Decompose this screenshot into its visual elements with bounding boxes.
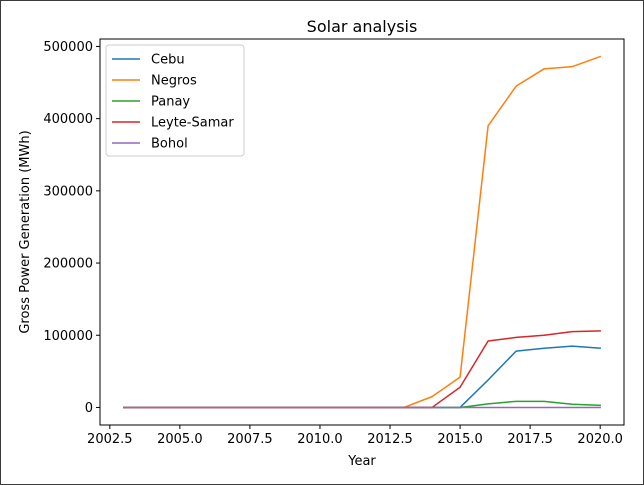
x-tick-label: 2005.0 (157, 432, 203, 447)
chart-title: Solar analysis (307, 17, 418, 36)
x-tick-label: 2002.5 (87, 432, 133, 447)
legend-box (105, 44, 245, 157)
legend-label: Panay (151, 95, 190, 110)
x-tick-label: 2020.0 (577, 432, 623, 447)
x-axis: 2002.5 2005.0 2007.5 2010.0 2012.5 2015.0 2017… (87, 425, 623, 447)
legend: Cebu Negros Panay Leyte-Samar Bohol (105, 44, 245, 157)
x-tick-label: 2012.5 (367, 432, 413, 447)
x-tick-label: 2010.0 (297, 432, 343, 447)
legend-label: Bohol (151, 137, 188, 152)
y-tick-label: 100000 (43, 329, 93, 344)
y-tick-label: 500000 (43, 40, 93, 55)
plot-lines (123, 55, 602, 409)
y-tick-label: 200000 (43, 257, 93, 272)
legend-label: Negros (151, 74, 197, 89)
y-axis-label: Gross Power Generation (MWh) (18, 130, 33, 333)
plot-frame (99, 38, 625, 426)
x-tick-label: 2015.0 (437, 432, 483, 447)
y-tick-label: 0 (85, 401, 93, 416)
series-line-leyte-samar (123, 330, 601, 409)
x-tick-label: 2007.5 (227, 432, 273, 447)
x-axis-label: Year (347, 454, 376, 469)
x-tick-label: 2017.5 (507, 432, 553, 447)
y-tick-label: 300000 (43, 184, 93, 199)
series-line-cebu (123, 345, 601, 409)
y-tick-label: 400000 (43, 112, 93, 127)
y-axis: 0 100000 200000 300000 400000 500000 (43, 40, 100, 416)
series-line-panay (123, 400, 601, 409)
legend-label: Leyte-Samar (151, 116, 234, 131)
legend-label: Cebu (151, 53, 185, 68)
